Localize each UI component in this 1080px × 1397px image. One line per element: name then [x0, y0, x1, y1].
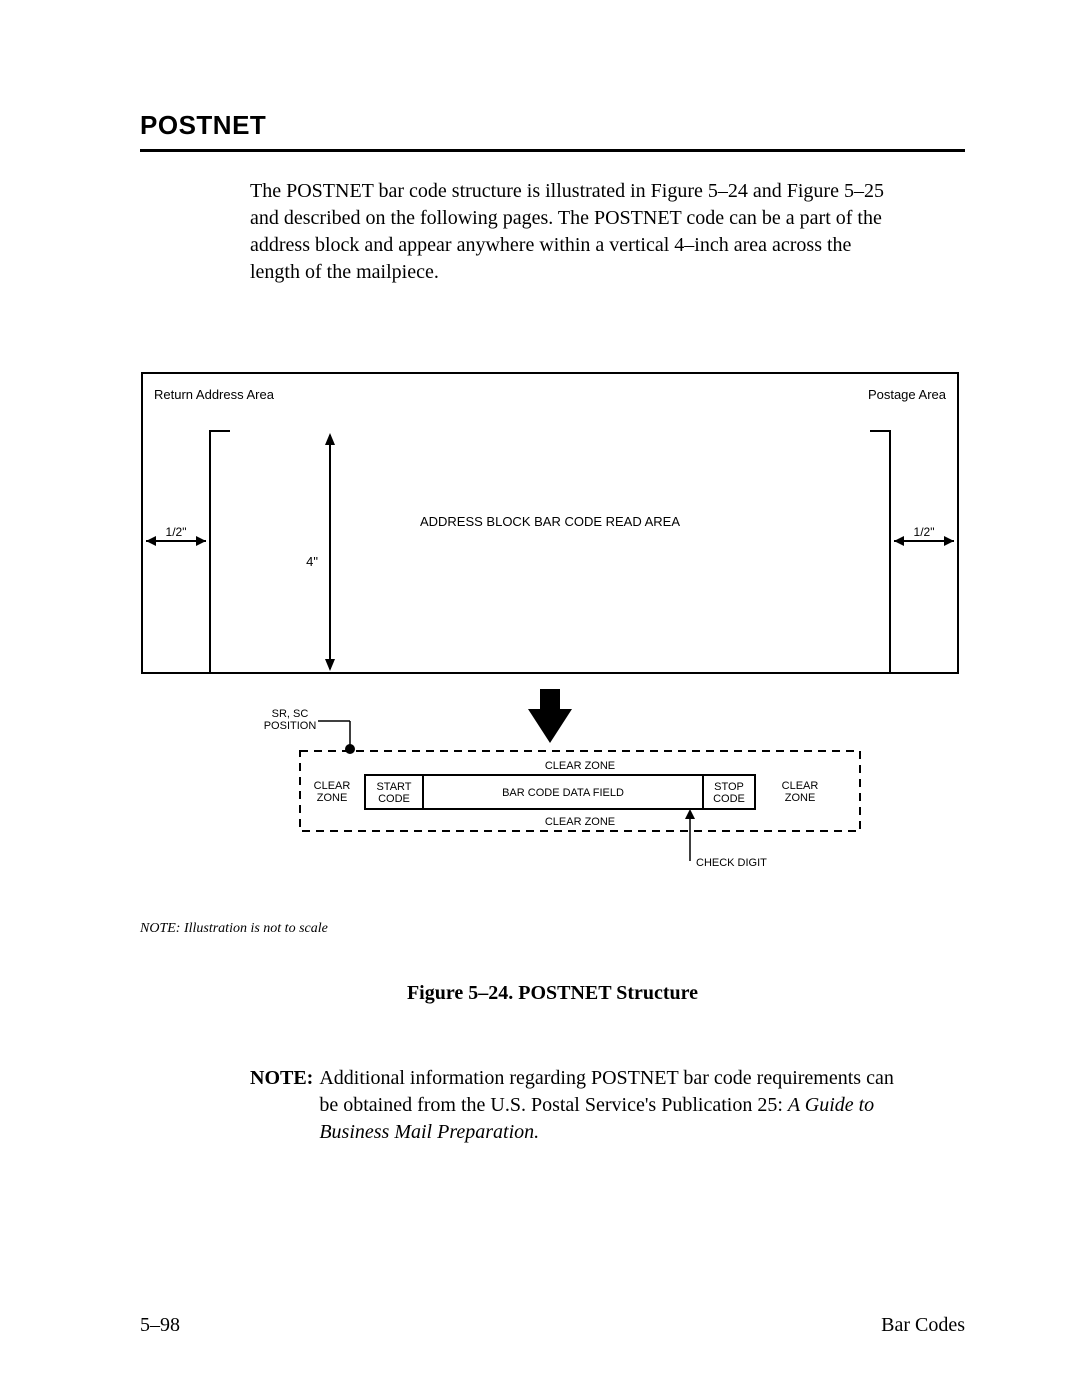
- footer-section: Bar Codes: [881, 1314, 965, 1337]
- section-title: POSTNET: [140, 110, 965, 152]
- label-clear-zone-bottom: CLEAR ZONE: [545, 816, 615, 828]
- figure-caption: Figure 5–24. POSTNET Structure: [140, 982, 965, 1005]
- footer-page-number: 5–98: [140, 1314, 180, 1337]
- label-four-inch: 4": [306, 554, 318, 569]
- label-clear-zone-top: CLEAR ZONE: [545, 760, 615, 772]
- label-stop-1: STOP: [714, 781, 744, 793]
- label-postage-area: Postage Area: [868, 387, 947, 402]
- label-half-inch-left: 1/2": [166, 525, 187, 539]
- note-label: NOTE:: [250, 1065, 313, 1146]
- note-block: NOTE: Additional information regarding P…: [250, 1065, 900, 1146]
- label-cz-right-2: ZONE: [785, 792, 816, 804]
- label-cz-right-1: CLEAR: [782, 780, 819, 792]
- note-body: Additional information regarding POSTNET…: [319, 1065, 900, 1146]
- label-check-digit: CHECK DIGIT: [696, 857, 767, 869]
- figure-scale-note: NOTE: Illustration is not to scale: [140, 921, 965, 937]
- label-return-address: Return Address Area: [154, 387, 275, 402]
- label-srsc-1: SR, SC: [272, 708, 309, 720]
- label-start-1: START: [376, 781, 411, 793]
- label-cz-left-1: CLEAR: [314, 780, 351, 792]
- down-arrow-icon: [528, 689, 572, 743]
- label-srsc-2: POSITION: [264, 720, 317, 732]
- postnet-structure-figure: Return Address Area Postage Area 1/2" 1/…: [140, 371, 960, 921]
- label-data-field: BAR CODE DATA FIELD: [502, 787, 624, 799]
- intro-paragraph: The POSTNET bar code structure is illust…: [250, 178, 890, 286]
- label-half-inch-right: 1/2": [914, 525, 935, 539]
- label-start-2: CODE: [378, 793, 410, 805]
- label-stop-2: CODE: [713, 793, 745, 805]
- label-cz-left-2: ZONE: [317, 792, 348, 804]
- label-address-block: ADDRESS BLOCK BAR CODE READ AREA: [420, 514, 680, 529]
